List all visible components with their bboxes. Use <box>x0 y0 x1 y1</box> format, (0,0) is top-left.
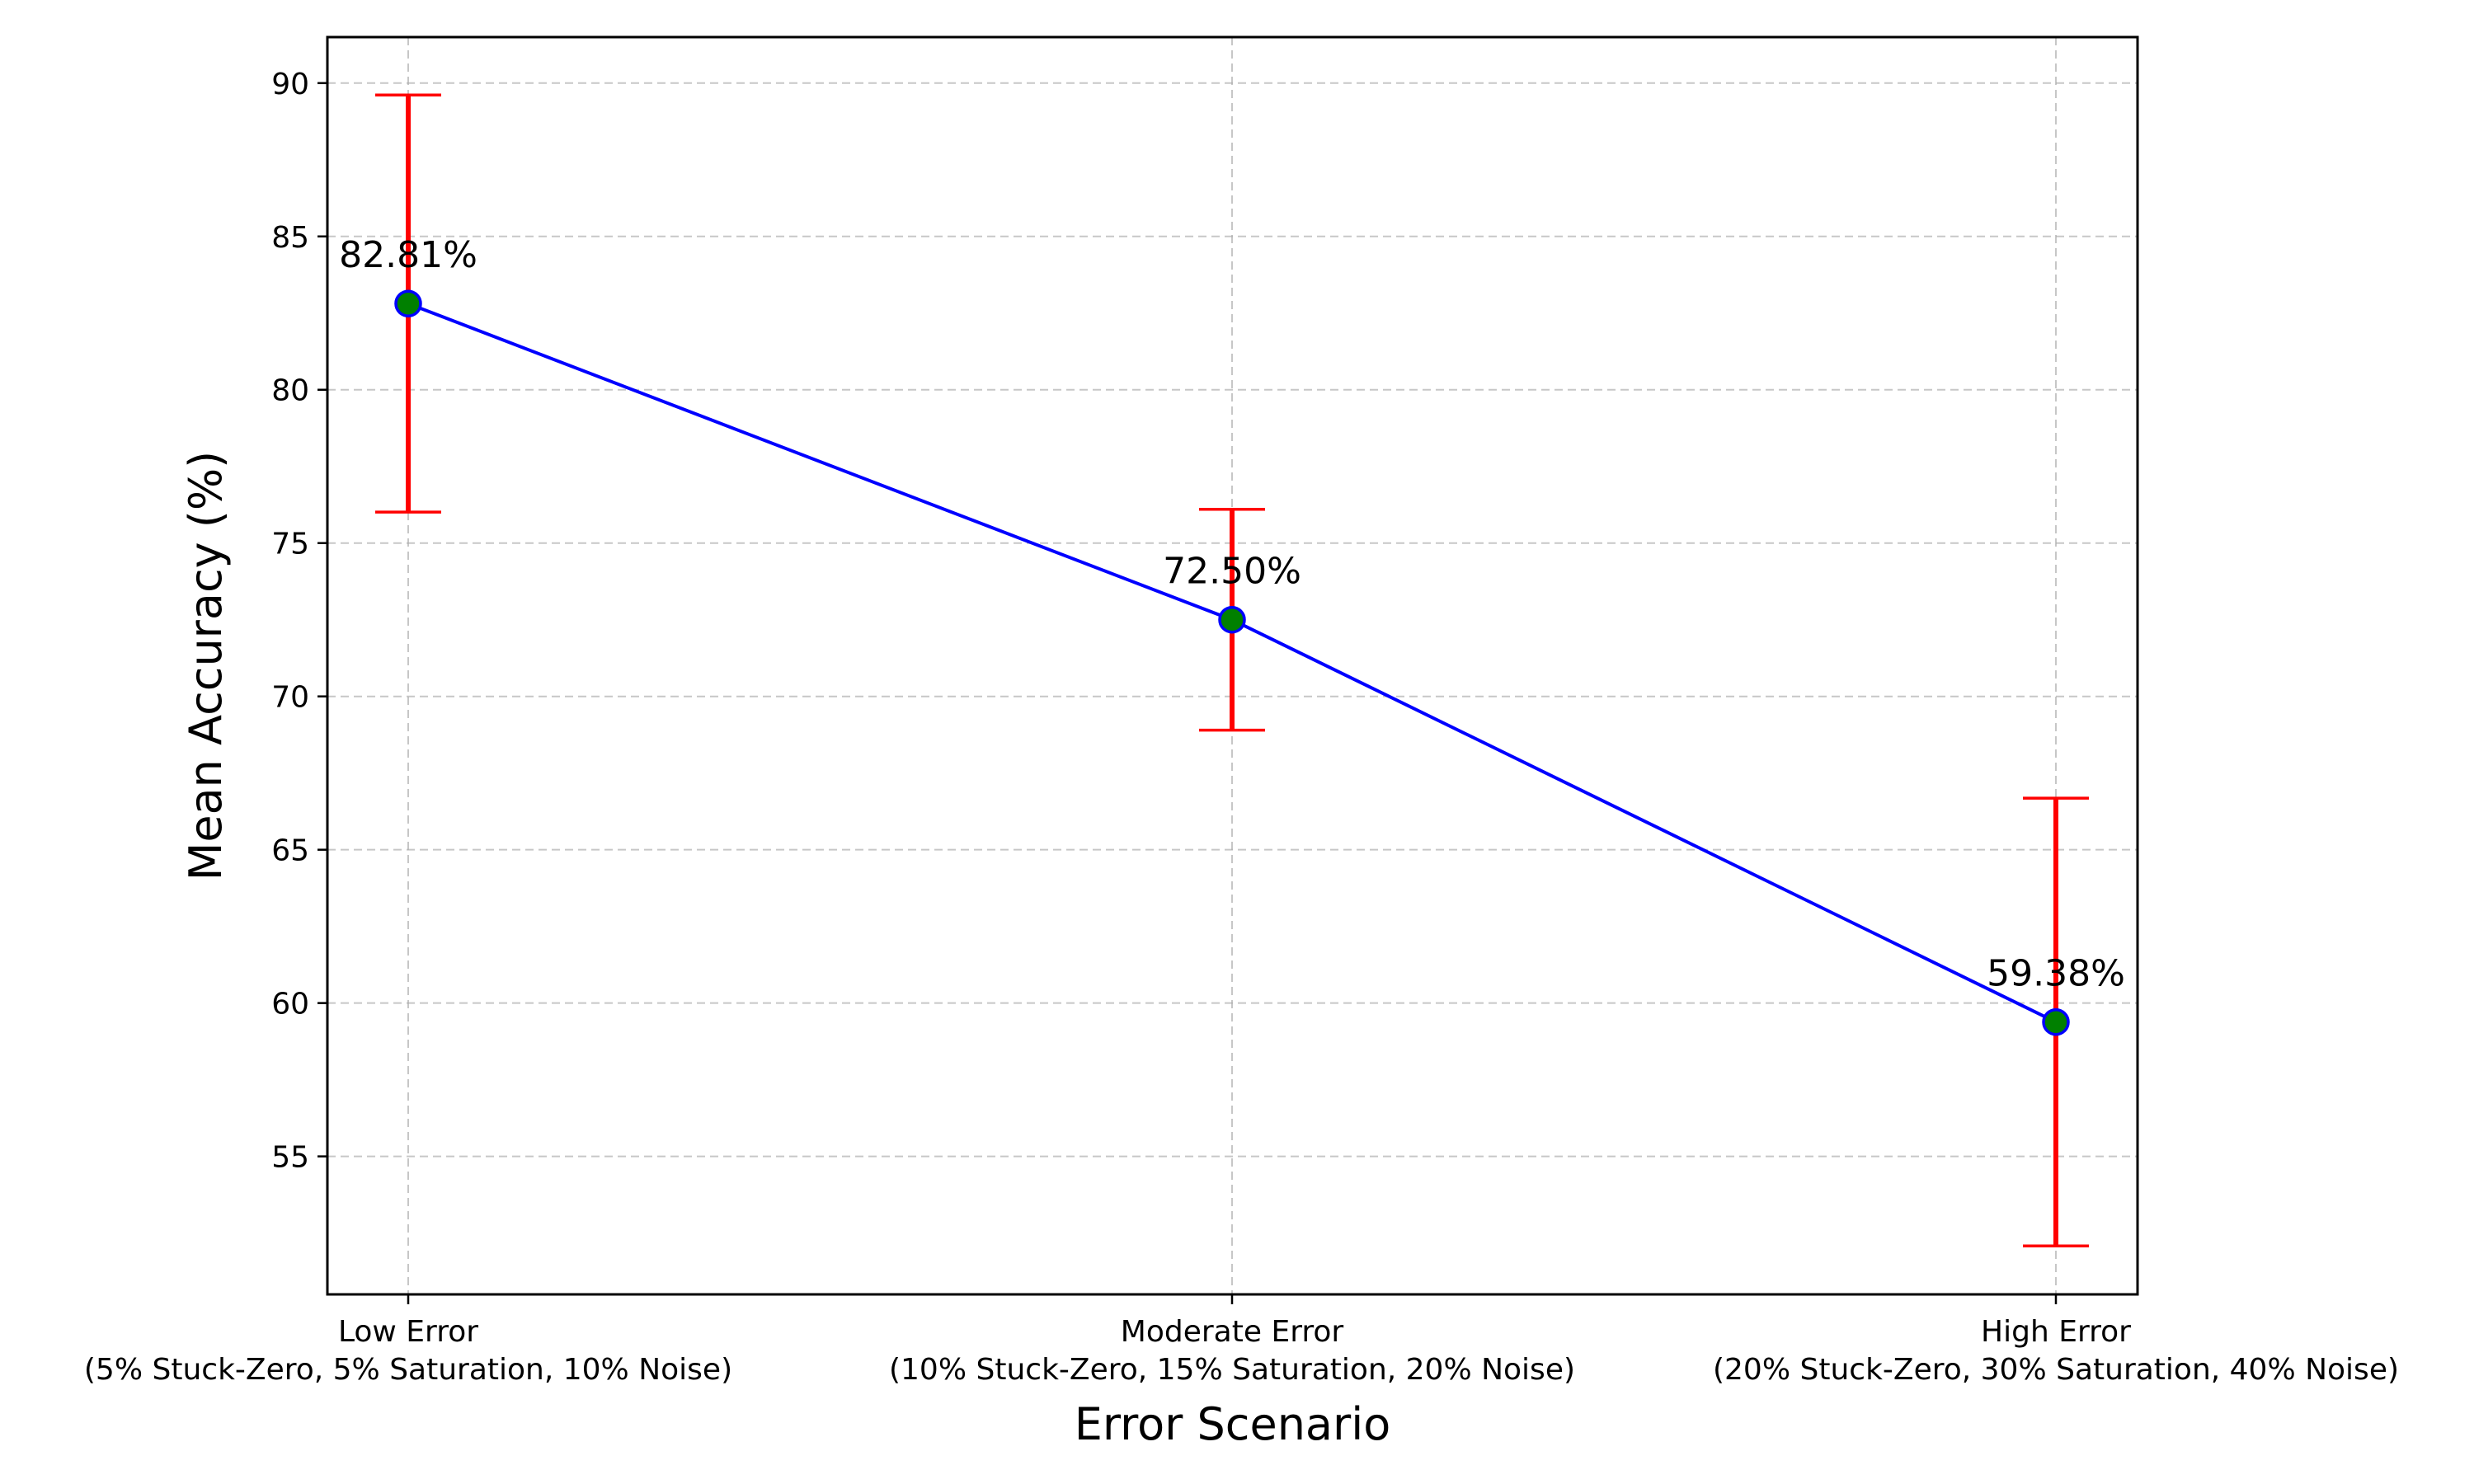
x-tick-label: Low Error <box>338 1315 478 1349</box>
data-value-label: 59.38% <box>1987 953 2125 995</box>
x-axis-title: Error Scenario <box>1075 1398 1391 1450</box>
x-tick-label: Moderate Error <box>1121 1315 1344 1349</box>
data-labels: 82.81% 72.50% 59.38% <box>339 234 2125 994</box>
x-axis: Low Error (5% Stuck-Zero, 5% Saturation, … <box>84 1294 2399 1387</box>
x-tick-label: (10% Stuck-Zero, 15% Saturation, 20% Noi… <box>889 1353 1575 1387</box>
y-tick-label: 60 <box>271 988 309 1021</box>
y-tick-label: 70 <box>271 681 309 715</box>
data-value-label: 72.50% <box>1163 551 1301 593</box>
y-tick-label: 80 <box>271 374 309 408</box>
data-value-label: 82.81% <box>339 234 477 276</box>
x-tick-label: (5% Stuck-Zero, 5% Saturation, 10% Noise… <box>84 1353 732 1387</box>
y-tick-label: 90 <box>271 68 309 101</box>
data-point <box>394 289 422 317</box>
x-tick-label: High Error <box>1981 1315 2131 1349</box>
y-tick-label: 85 <box>271 221 309 255</box>
y-axis-title: Mean Accuracy (%) <box>180 451 232 881</box>
y-axis: 55 60 65 70 75 80 85 90 <box>271 68 327 1175</box>
data-point <box>2042 1007 2070 1036</box>
y-tick-label: 55 <box>271 1141 309 1175</box>
data-point <box>1218 605 1246 634</box>
y-tick-label: 75 <box>271 528 309 561</box>
data-markers <box>394 289 2070 1036</box>
x-tick-label: (20% Stuck-Zero, 30% Saturation, 40% Noi… <box>1713 1353 2399 1387</box>
y-tick-label: 65 <box>271 834 309 868</box>
